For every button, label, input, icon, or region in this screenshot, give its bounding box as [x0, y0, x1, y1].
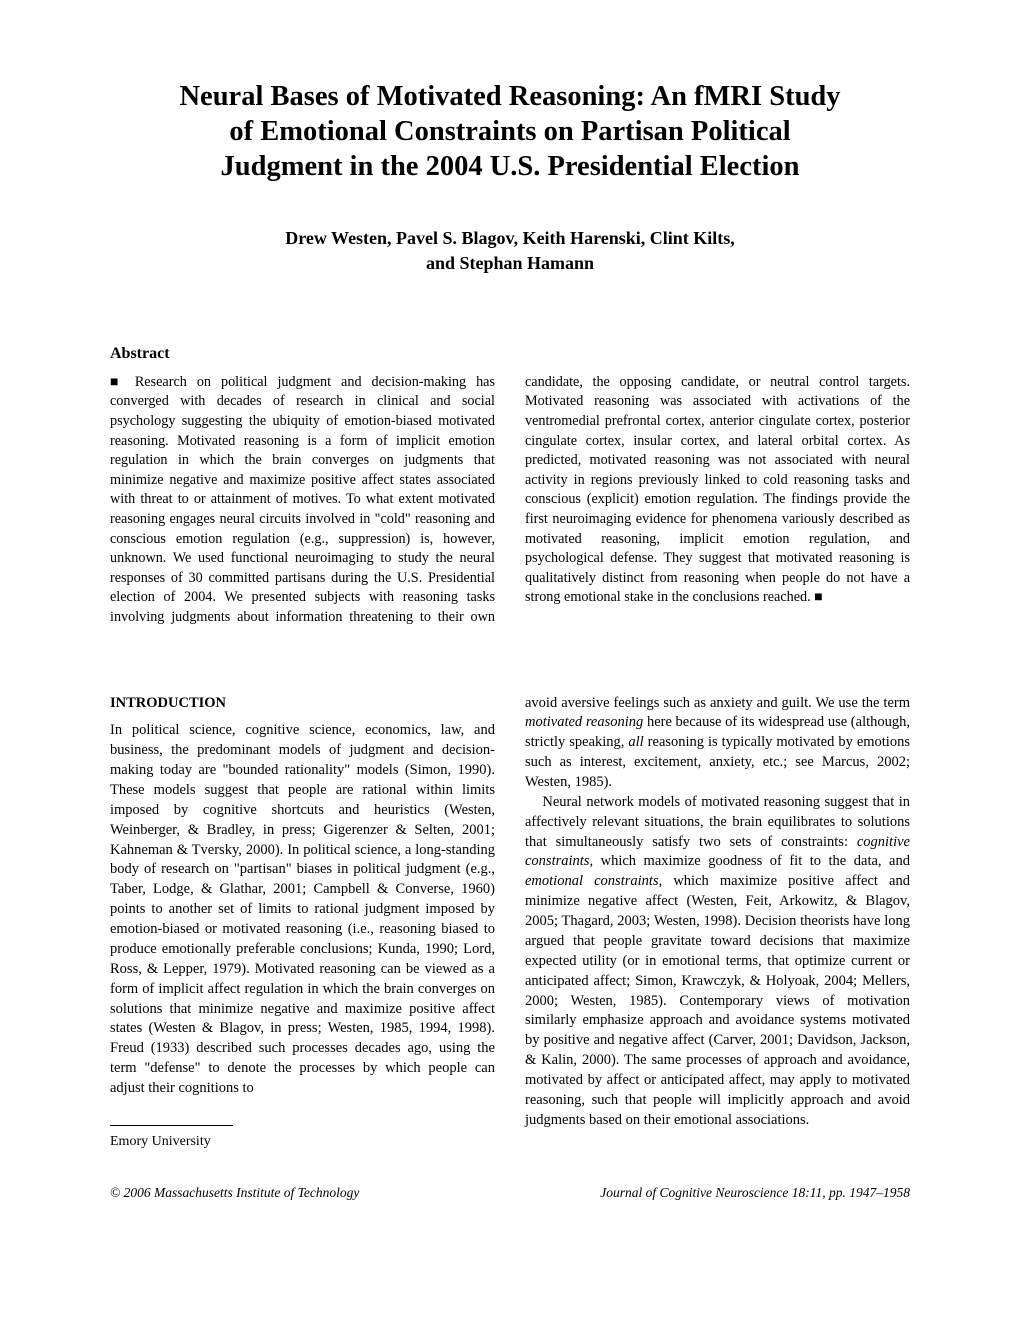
article-title: Neural Bases of Motivated Reasoning: An … [110, 80, 910, 184]
authors-line-1: Drew Westen, Pavel S. Blagov, Keith Hare… [285, 228, 735, 248]
intro-paragraph-2: Neural network models of motivated reaso… [525, 793, 910, 1131]
intro-frag-3c: , which maximize positive affect and min… [525, 873, 910, 1127]
intro-frag-3a: Neural network models of motivated reaso… [525, 794, 910, 850]
footer-journal-info: Journal of Cognitive Neuroscience 18:11,… [600, 1185, 910, 1201]
intro-paragraph-1-cont: avoid aversive feelings such as anxiety … [525, 694, 910, 793]
page-footer: © 2006 Massachusetts Institute of Techno… [110, 1185, 910, 1201]
abstract-heading: Abstract [110, 345, 910, 363]
intro-em-1: motivated reasoning [525, 714, 643, 730]
intro-em-2: all [628, 734, 643, 750]
introduction-heading: INTRODUCTION [110, 694, 495, 714]
title-line-3: Judgment in the 2004 U.S. Presidential E… [221, 151, 800, 182]
abstract-text: Research on political judgment and decis… [110, 374, 910, 625]
abstract-paragraph: Research on political judgment and decis… [110, 373, 910, 628]
body-columns: INTRODUCTION In political science, cogni… [110, 694, 910, 1151]
authors-line-2: and Stephan Hamann [426, 253, 594, 273]
abstract-body: Research on political judgment and decis… [110, 373, 910, 628]
authors: Drew Westen, Pavel S. Blagov, Keith Hare… [110, 226, 910, 275]
intro-em-4: emotional constraints [525, 873, 659, 889]
affiliation: Emory University [110, 1132, 495, 1151]
intro-frag-3b: , which maximize goodness of fit to the … [589, 853, 910, 869]
intro-paragraph-1: In political science, cognitive science,… [110, 721, 495, 1098]
footer-copyright: © 2006 Massachusetts Institute of Techno… [110, 1185, 359, 1201]
end-square-icon: ■ [814, 590, 822, 605]
intro-frag-2a: avoid aversive feelings such as anxiety … [525, 695, 910, 711]
affiliation-separator [110, 1125, 233, 1126]
page: Neural Bases of Motivated Reasoning: An … [0, 0, 1020, 1241]
title-line-2: of Emotional Constraints on Partisan Pol… [229, 116, 790, 147]
title-line-1: Neural Bases of Motivated Reasoning: An … [179, 81, 840, 112]
